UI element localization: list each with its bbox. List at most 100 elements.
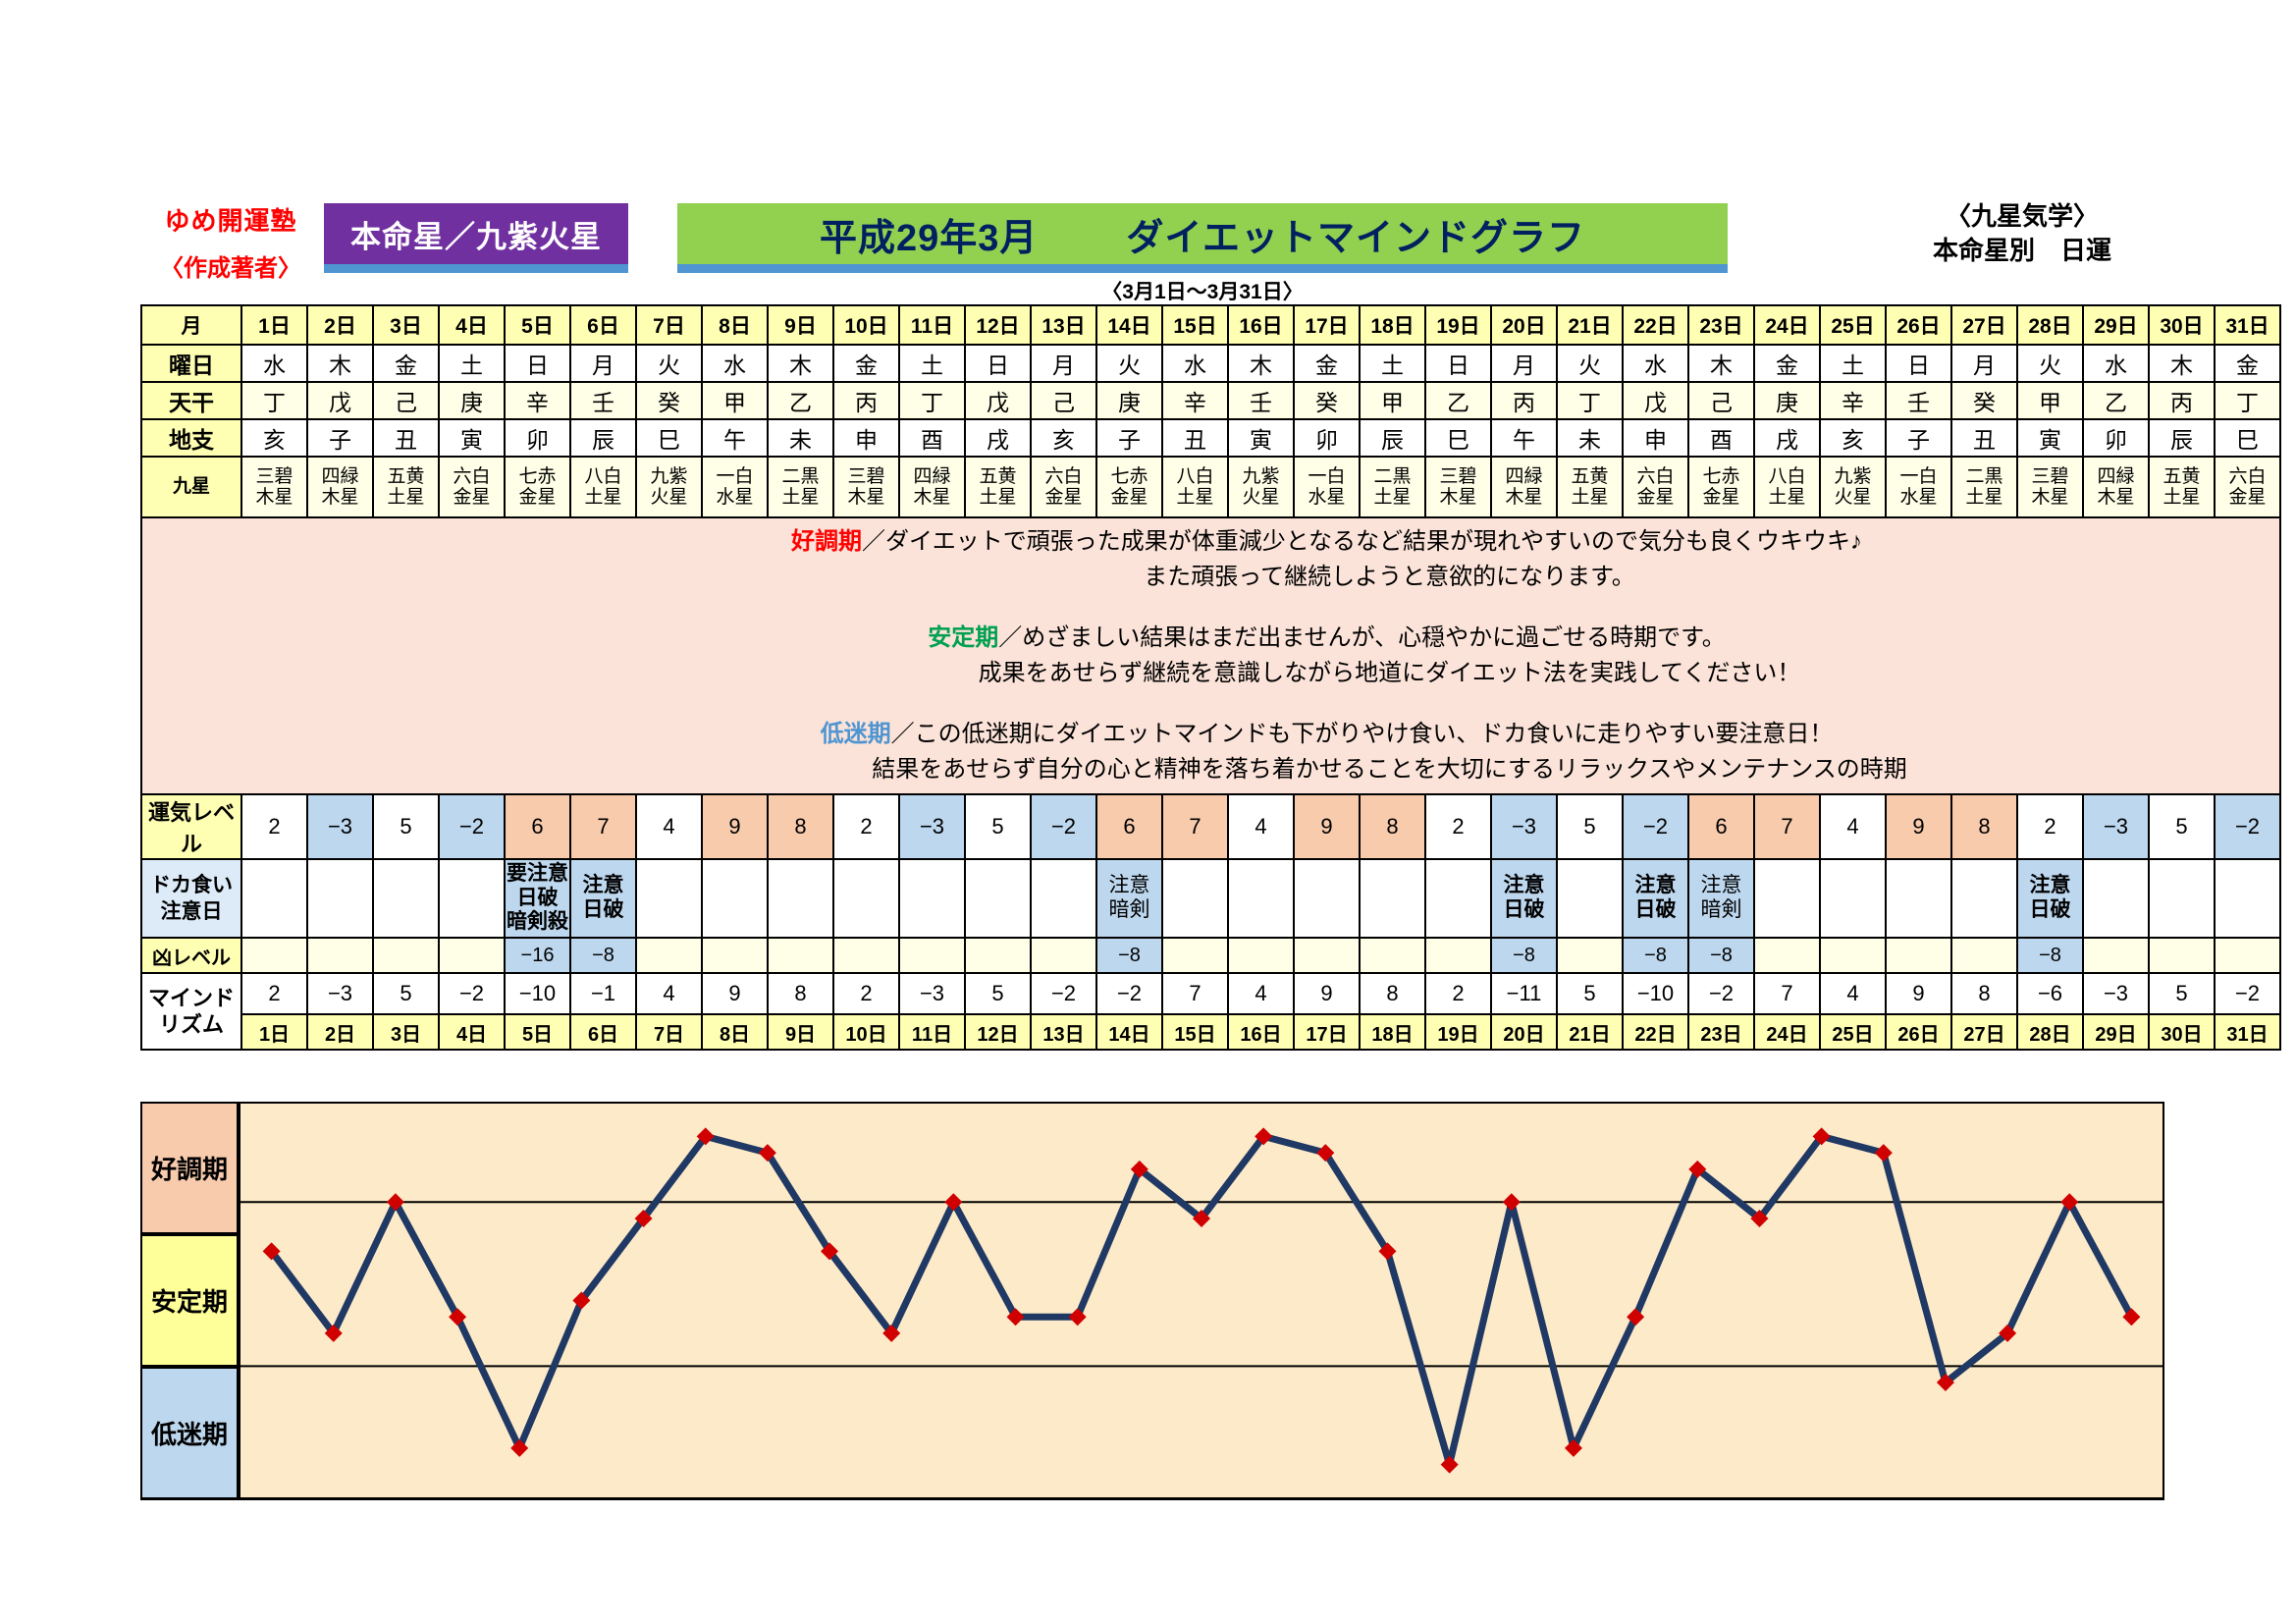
chishi-cell: 寅 xyxy=(1227,418,1295,458)
description-line-2: 成果をあせらず継続を意識しながら地道にダイエット法を実践してください！ xyxy=(978,660,1801,686)
kyusei-cell: 九紫 火星 xyxy=(1227,456,1295,518)
unki-cell: 6 xyxy=(1687,793,1755,860)
page-header: ゆめ開運塾 〈作成著者〉 本命星／九紫火星 平成29年3月 ダイエットマインドグ… xyxy=(0,191,2296,303)
tenkan-cell: 癸 xyxy=(635,381,703,420)
unki-cell: 4 xyxy=(1227,793,1295,860)
kigaku-caption: 〈九星気学〉 本命星別 日運 xyxy=(1816,199,2228,268)
weekday-cell: 土 xyxy=(1359,344,1426,383)
day-cell: 6日 xyxy=(569,304,637,346)
kyusei-bottom: 火星 xyxy=(1242,487,1280,508)
warning-line: 暗剣 xyxy=(1700,898,1742,921)
unki-cell: 5 xyxy=(964,793,1032,860)
kyusei-bottom: 金星 xyxy=(1044,487,1083,508)
mind-cell: 8 xyxy=(767,972,834,1015)
kyusei-cell: 四緑 木星 xyxy=(898,456,966,518)
unki-cell: −2 xyxy=(1622,793,1689,860)
unki-cell: 5 xyxy=(2148,793,2216,860)
kyusei-bottom: 金星 xyxy=(2228,487,2267,508)
graph-svg xyxy=(240,1127,2163,1474)
doka-cell xyxy=(372,858,440,939)
chishi-cell: 酉 xyxy=(1687,418,1755,458)
weekday-cell: 金 xyxy=(372,344,440,383)
unki-cell: 7 xyxy=(1161,793,1229,860)
kyusei-bottom: 木星 xyxy=(2097,487,2135,508)
kyusei-top: 四緑 xyxy=(1505,465,1543,487)
day-cell: 3日 xyxy=(372,304,440,346)
kyusei-bottom: 土星 xyxy=(584,487,622,508)
mind-cell: −10 xyxy=(1622,972,1689,1015)
doka-cell: 注意 日破 xyxy=(1622,858,1689,939)
tenkan-cell: 庚 xyxy=(1753,381,1821,420)
mind-cell: −3 xyxy=(898,972,966,1015)
chishi-cell: 卯 xyxy=(2082,418,2150,458)
kyusei-cell: 一白 水星 xyxy=(1885,456,1952,518)
unki-cell: 4 xyxy=(1819,793,1887,860)
weekday-cell: 木 xyxy=(2148,344,2216,383)
tenkan-cell: 己 xyxy=(372,381,440,420)
row-tenkan: 天干 丁戊己庚辛壬癸甲乙丙丁戊己庚辛壬癸甲乙丙丁戊己庚辛壬癸甲乙丙丁 xyxy=(140,381,2281,420)
mind-cell: 7 xyxy=(1753,972,1821,1015)
day-cell-bottom: 15日 xyxy=(1161,1013,1229,1051)
kyusei-top: 八白 xyxy=(1176,465,1214,487)
weekday-cell: 木 xyxy=(1227,344,1295,383)
doka-cell xyxy=(832,858,900,939)
doka-cell xyxy=(1950,858,2018,939)
kyusei-top: 七赤 xyxy=(1702,465,1740,487)
description-paragraph: 安定期／めざましい結果はまだ出ませんが、心穏やかに過ごせる時期です。 成果をあせら… xyxy=(142,621,2279,691)
weekday-cell: 木 xyxy=(767,344,834,383)
kyusei-bottom: 木星 xyxy=(913,487,951,508)
day-cell-bottom: 2日 xyxy=(306,1013,374,1051)
day-cell-bottom: 22日 xyxy=(1622,1013,1689,1051)
day-cell: 22日 xyxy=(1622,304,1689,346)
description-line-2: また頑張って継続しようと意欲的になります。 xyxy=(1144,564,1635,590)
tenkan-cell: 戊 xyxy=(1622,381,1689,420)
weekday-cell: 月 xyxy=(1950,344,2018,383)
kyo-cell xyxy=(372,937,440,974)
kyusei-top: 九紫 xyxy=(1834,465,1872,487)
kyusei-top: 二黒 xyxy=(781,465,820,487)
row-day-numbers-bottom: 1日 2日 3日 4日 5日 6日 7日 8日 9日 10日 11日 12日 13日 14日 15日 16日 1… xyxy=(141,1013,2281,1051)
tenkan-cell: 己 xyxy=(1030,381,1097,420)
mind-cell: −6 xyxy=(2016,972,2084,1015)
kyo-cell: −8 xyxy=(2016,937,2084,974)
tenkan-cell: 甲 xyxy=(2016,381,2084,420)
day-cell: 30日 xyxy=(2148,304,2216,346)
unki-cell: 7 xyxy=(569,793,637,860)
unki-cell: −2 xyxy=(1030,793,1097,860)
kyusei-bottom: 木星 xyxy=(321,487,359,508)
tenkan-cell: 辛 xyxy=(504,381,571,420)
mind-cell: 5 xyxy=(372,972,440,1015)
kyusei-bottom: 木星 xyxy=(1439,487,1477,508)
kyusei-cell: 六白 金星 xyxy=(2214,456,2281,518)
tenkan-cell: 壬 xyxy=(569,381,637,420)
day-cell-bottom: 10日 xyxy=(832,1013,900,1051)
chishi-cell: 申 xyxy=(1622,418,1689,458)
kyo-cell xyxy=(1227,937,1295,974)
kyusei-cell: 三碧 木星 xyxy=(240,456,308,518)
kyusei-cell: 二黒 土星 xyxy=(1950,456,2018,518)
warning-line: 注意 xyxy=(2029,874,2071,897)
day-cell-bottom: 18日 xyxy=(1359,1013,1426,1051)
doka-cell xyxy=(1227,858,1295,939)
day-cell-bottom: 31日 xyxy=(2214,1013,2281,1051)
kyusei-bottom: 土星 xyxy=(1768,487,1806,508)
kyusei-cell: 四緑 木星 xyxy=(306,456,374,518)
doka-cell: 注意 日破 xyxy=(2016,858,2084,939)
row-kyo-level: 凶レベル −16 −8 −8 −8 −8 −8 −8 xyxy=(140,937,2281,974)
day-cell: 23日 xyxy=(1687,304,1755,346)
row-weekday: 曜日 水木金土日月火水木金土日月火水木金土日月火水木金土日月火水木金 xyxy=(140,344,2281,383)
warning-line: 暗剣 xyxy=(1108,898,1150,921)
weekday-cell: 水 xyxy=(1161,344,1229,383)
unki-cell: 6 xyxy=(1095,793,1163,860)
kyo-cell xyxy=(1359,937,1426,974)
unki-cell: 2 xyxy=(1424,793,1492,860)
weekday-cell: 月 xyxy=(1030,344,1097,383)
weekday-cell: 金 xyxy=(832,344,900,383)
tenkan-cell: 庚 xyxy=(438,381,506,420)
kyo-cell xyxy=(1819,937,1887,974)
kyusei-top: 六白 xyxy=(453,465,491,487)
kyusei-bottom: 木星 xyxy=(255,487,294,508)
unki-cell: 6 xyxy=(504,793,571,860)
kyusei-top: 九紫 xyxy=(650,465,688,487)
weekday-cell: 月 xyxy=(1490,344,1558,383)
